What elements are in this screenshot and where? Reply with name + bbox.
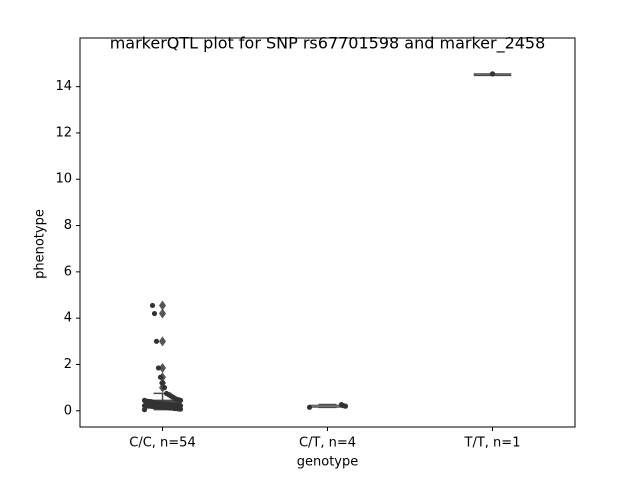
flier bbox=[159, 336, 166, 347]
point bbox=[155, 365, 162, 371]
point bbox=[306, 404, 313, 410]
y-axis-label: phenotype bbox=[33, 209, 48, 279]
flier bbox=[159, 308, 166, 319]
y-tick-label: 4 bbox=[64, 311, 72, 326]
y-tick-label: 14 bbox=[55, 79, 72, 94]
flier bbox=[159, 362, 166, 373]
point bbox=[159, 380, 166, 386]
y-tick-label: 2 bbox=[64, 357, 72, 372]
point bbox=[149, 302, 156, 309]
y-tick-label: 8 bbox=[64, 218, 72, 233]
chart-title: markerQTL plot for SNP rs67701598 and ma… bbox=[110, 34, 546, 54]
point bbox=[338, 401, 345, 408]
x-tick-label: C/T, n=4 bbox=[299, 436, 356, 451]
x-tick-label: C/C, n=54 bbox=[129, 436, 195, 451]
flier bbox=[159, 300, 166, 311]
point bbox=[141, 397, 148, 403]
y-tick-label: 10 bbox=[55, 172, 72, 187]
x-axis-label: genotype bbox=[297, 455, 358, 470]
y-tick-label: 0 bbox=[64, 403, 72, 418]
point bbox=[489, 71, 496, 77]
point bbox=[153, 338, 160, 344]
point bbox=[157, 374, 164, 380]
y-tick-label: 12 bbox=[55, 125, 72, 140]
point bbox=[161, 385, 168, 391]
point bbox=[141, 403, 148, 409]
point bbox=[163, 390, 170, 397]
plot-frame bbox=[79, 37, 576, 428]
x-tick-label: T/T, n=1 bbox=[464, 436, 521, 451]
point bbox=[151, 310, 158, 317]
y-tick-label: 6 bbox=[64, 264, 72, 279]
